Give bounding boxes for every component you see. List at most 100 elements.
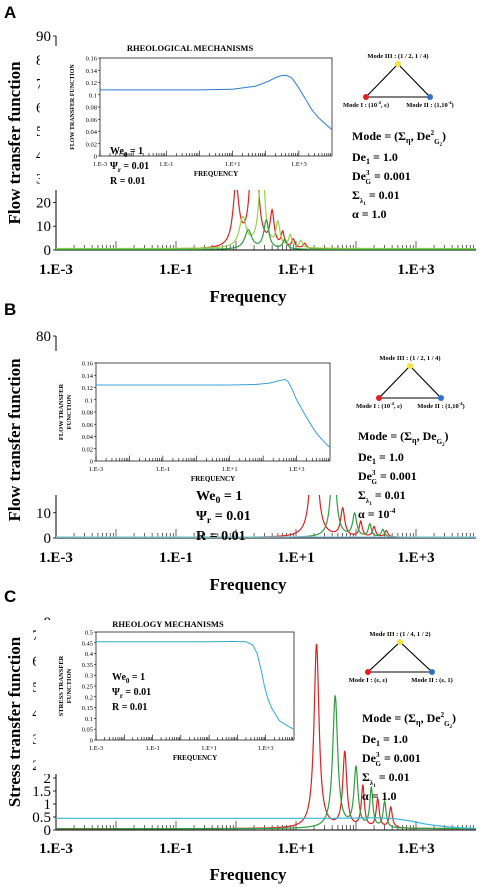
y-tick-label: 1 [44, 797, 52, 813]
y-tick-label: 0 [44, 531, 52, 547]
x-tick-label: 1.E+3 [397, 550, 434, 566]
series-line-1 [56, 149, 476, 250]
sigma-value: Σλ1 = 0.01 [358, 488, 406, 507]
vertex-mode-i [363, 94, 369, 100]
series-group [56, 643, 476, 830]
x-tick-label: 1.E-3 [39, 262, 73, 278]
param-psi: Ψr = 0.01 [112, 687, 151, 700]
inset-y-tick-label: 0.1 [85, 716, 93, 723]
inset-curve [100, 74, 332, 131]
mode-ii-label: Mode II : (1,10-4) [417, 401, 464, 410]
param-we: We0 = 1 [112, 672, 145, 685]
inset-y-tick-label: 0 [90, 738, 93, 745]
mode-equation: Mode = (Ση, DeG2) [358, 429, 449, 448]
x-tick-label: 1.E-1 [159, 262, 193, 278]
mode-annotations: Mode = (Ση, DeG2) De1 = 1.0 De3 G = 0.001 Σλ… [358, 429, 449, 521]
deg-value: De3 G = 0.001 [362, 751, 421, 768]
sigma-value: Σλ1 = 0.01 [352, 188, 400, 207]
inset-y-tick-label: 0.14 [82, 373, 94, 380]
inset-x-label: FREQUENCY [194, 170, 238, 178]
panel-B: B010203040506070801.E-31.E-11.E+11.E+3Fr… [4, 300, 476, 594]
inset-x-tick-label: 1.E+1 [222, 466, 238, 473]
y-tick-label: 10 [36, 506, 51, 522]
mode-triangle: Mode III : (1 / 2, 1 / 4) Mode I : (10-4,… [343, 53, 454, 109]
inset-x-tick-label: 1.E-1 [156, 466, 170, 473]
inset-chart: RHEOLOGY MECHANISMS 0 0.05 0.1 0.15 0.2 0.25 0.… [36, 619, 306, 774]
mode-triangle: Mode III : (1 / 2, 1 / 4) Mode I : (10-4,… [356, 355, 465, 410]
inset-x-tick-label: 1.E-1 [145, 745, 159, 752]
param-psi: Ψr = 0.01 [110, 161, 149, 174]
inset-y-label: FLOW TRANSFER FUNCTION [70, 64, 76, 150]
inset-y-tick-label: 0.05 [82, 727, 93, 734]
parameters-text: We0 = 1 Ψr = 0.01 R = 0.01 [110, 146, 149, 187]
inset-y-label: FLOW TRANSFER [58, 384, 65, 441]
x-tick-label: 1.E-3 [39, 550, 73, 566]
vertex-mode-i [376, 395, 382, 401]
inset-y-label-2: FUNCTION [66, 668, 73, 703]
vertex-mode-ii [427, 94, 433, 100]
mode-ii-label: Mode II : (ε, 1) [411, 677, 453, 684]
param-r: R = 0.01 [112, 702, 147, 713]
inset-y-tick-label: 0.35 [82, 662, 93, 669]
panel-label: C [4, 587, 16, 606]
series-line-2 [56, 817, 476, 830]
param-r: R = 0.01 [196, 529, 246, 544]
panel-label: B [4, 300, 16, 319]
x-tick-label: 1.E-1 [159, 550, 193, 566]
inset-x-tick-label: 1.E+3 [291, 161, 307, 168]
inset-curve [96, 379, 330, 448]
inset-y-tick-label: 0.3 [85, 673, 93, 680]
x-tick-label: 1.E-3 [39, 841, 73, 857]
mode-iii-label: Mode III : (1 / 2, 1 / 4) [367, 53, 428, 60]
triangle-shape [377, 365, 443, 399]
alpha-value: α = 10-4 [358, 507, 396, 521]
param-we: We0 = 1 [110, 146, 143, 159]
x-tick-label: 1.E+1 [277, 550, 314, 566]
inset-y-tick-label: 0.08 [82, 410, 93, 417]
series-line-2 [56, 219, 476, 250]
inset-y-tick-label: 0.45 [82, 640, 93, 647]
inset-y-tick-label: 0.04 [82, 434, 94, 441]
vertex-mode-ii [438, 395, 444, 401]
inset-y-tick-label: 0.1 [85, 397, 93, 404]
alpha-value: α = 1.0 [352, 207, 387, 221]
vertex-mode-iii [407, 363, 413, 369]
inset-y-tick-label: 0.02 [86, 141, 97, 148]
param-psi: Ψr = 0.01 [196, 509, 251, 526]
inset-x-label: FREQUENCY [191, 475, 235, 483]
inset-x-tick-label: 1.E-3 [89, 745, 103, 752]
mode-triangle: Mode III : (1 / 4, 1 / 2) Mode I : (ε, ε)… [349, 631, 453, 684]
vertex-mode-iii [397, 639, 403, 645]
inset-y-tick-label: 0 [94, 154, 97, 161]
x-tick-label: 1.E-1 [159, 841, 193, 857]
inset-chart: 0 0.02 0.04 0.06 0.08 0.1 0.12 0.14 0.16 1.E-3 1.E… [36, 351, 342, 495]
vertex-mode-iii [395, 61, 401, 67]
deg-value: De3 G = 0.001 [358, 469, 417, 486]
inset-y-tick-label: 0.1 [89, 92, 97, 99]
inset-chart: RHEOLOGICAL MECHANISMS 0 0.02 0.04 0.06 0.08 0… [40, 43, 344, 190]
mode-iii-label: Mode III : (1 / 2, 1 / 4) [379, 355, 440, 362]
inset-title: RHEOLOGY MECHANISMS [112, 619, 224, 629]
vertex-mode-ii [429, 669, 435, 675]
inset-y-tick-label: 0.06 [82, 422, 94, 429]
panel-A: A01020304050607080901.E-31.E-11.E+11.E+3… [4, 3, 476, 306]
x-axis-label: Frequency [209, 575, 287, 594]
de1-value: De1 = 1.0 [358, 450, 404, 466]
mode-annotations: Mode = (Ση, De2G2) De1 = 1.0 De3 G = 0.001 Σ… [352, 129, 446, 221]
series-group [56, 364, 476, 538]
inset-x-tick-label: 1.E-3 [89, 466, 103, 473]
inset-y-tick-label: 0.14 [86, 68, 98, 75]
inset-y-tick-label: 0.5 [85, 630, 93, 637]
inset-y-tick-label: 0.25 [82, 684, 93, 691]
parameters-text: We0 = 1 Ψr = 0.01 R = 0.01 [112, 672, 151, 713]
inset-y-tick-label: 0.12 [86, 80, 97, 87]
inset-x-tick-label: 1.E+3 [258, 745, 274, 752]
y-axis-label: Stress transfer function [5, 636, 24, 807]
inset-y-tick-label: 0.16 [82, 361, 94, 368]
inset-y-label: STRESS TRANSFER [58, 655, 65, 716]
parameters-text: We0 = 1 Ψr = 0.01 R = 0.01 [196, 489, 251, 544]
mode-i-label: Mode I : (10-4, ε) [343, 100, 389, 109]
y-axis-label: Flow transfer function [5, 358, 24, 522]
inset-y-tick-label: 0.15 [82, 705, 93, 712]
